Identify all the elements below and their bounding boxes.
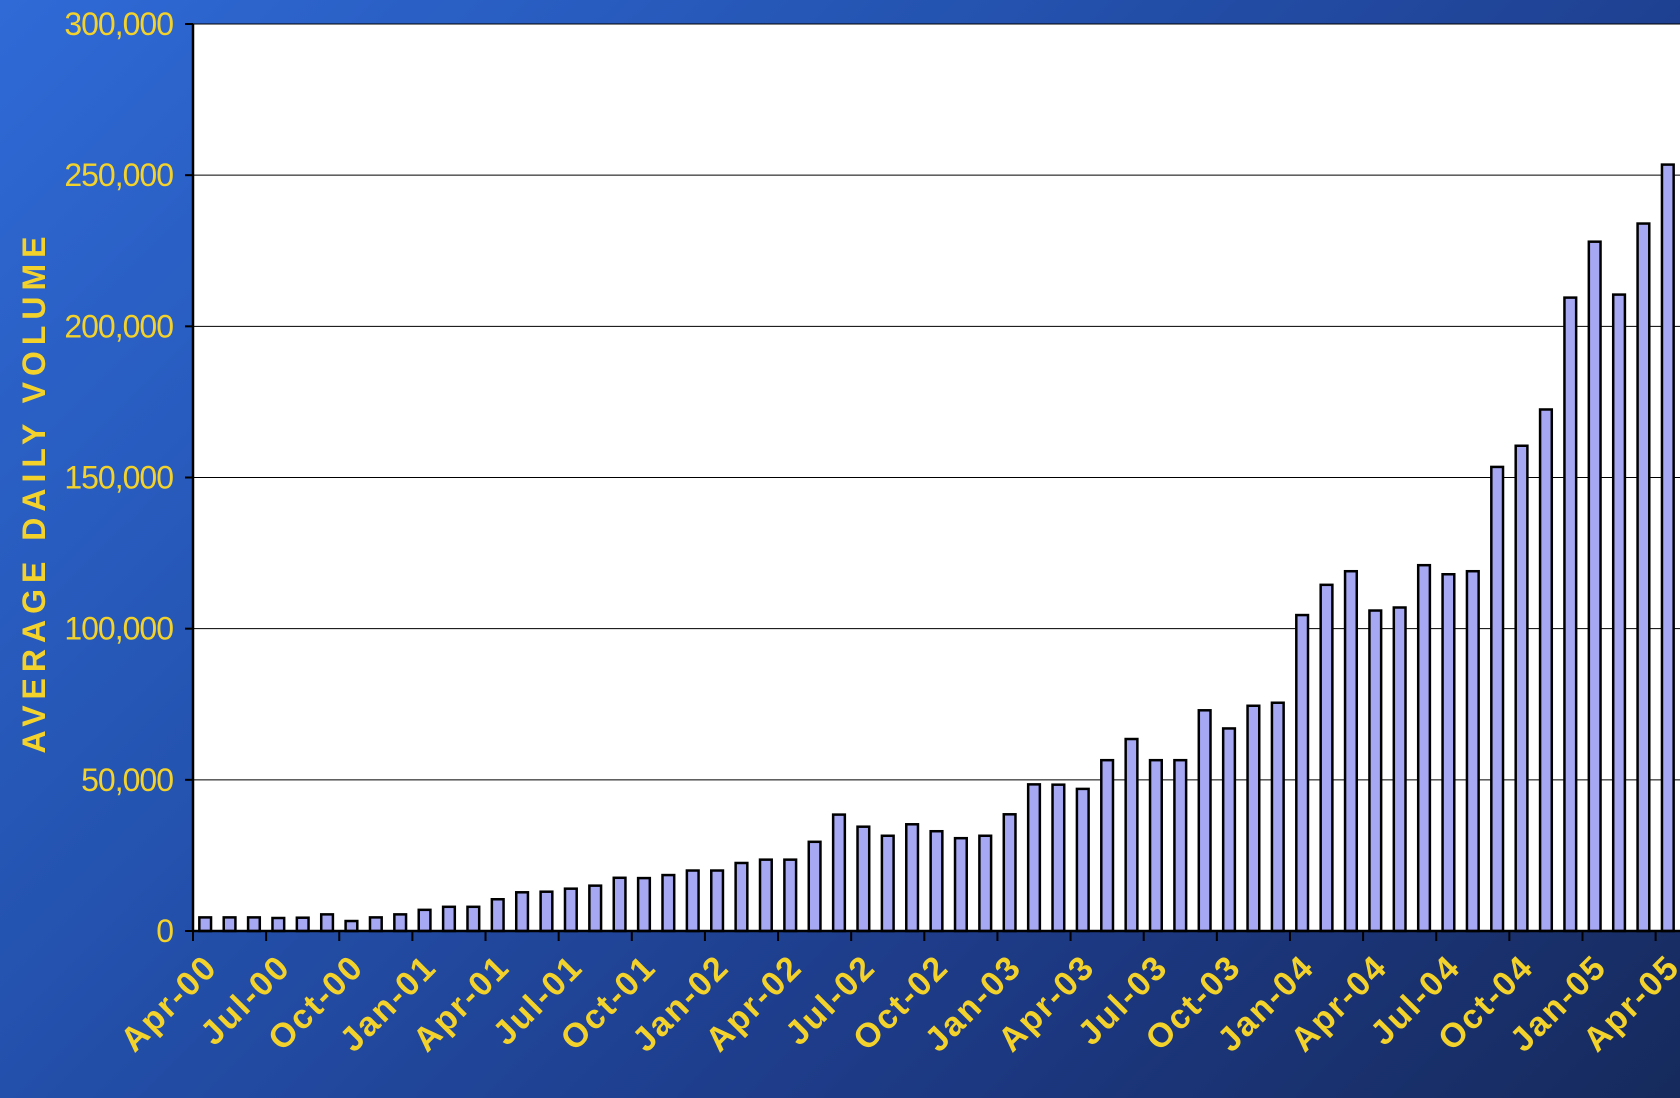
bar-Nov-04 xyxy=(1538,408,1554,933)
bar-Oct-03 xyxy=(1221,727,1237,933)
bar-Jul-04 xyxy=(1441,573,1456,933)
bar-Aug-02 xyxy=(880,834,895,933)
y-tick-labels: 0 50,000 100,000 150,000 200,000 250,000 300,0… xyxy=(64,6,174,949)
bar-May-02 xyxy=(807,840,822,933)
bar-Jul-02 xyxy=(856,825,871,933)
bar-Feb-03 xyxy=(1026,783,1042,933)
x-tick-label: Apr-00 xyxy=(113,948,225,1060)
bar-Nov-03 xyxy=(1246,704,1261,933)
bar-Nov-02 xyxy=(953,836,968,933)
bar-Mar-04 xyxy=(1343,569,1359,933)
bar-Mar-03 xyxy=(1051,783,1066,933)
bar-Apr-01 xyxy=(490,898,505,933)
y-tick-label: 100,000 xyxy=(64,611,173,647)
bar-Jun-03 xyxy=(1124,737,1139,933)
bar-Sep-02 xyxy=(905,823,920,933)
gridlines xyxy=(193,23,1680,781)
y-axis-title: AVERAGE DAILY VOLUME xyxy=(16,230,52,753)
y-tick-label: 150,000 xyxy=(64,460,173,496)
bar-Apr-05 xyxy=(1660,163,1675,933)
bar-Dec-04 xyxy=(1563,296,1578,933)
bar-Mar-01 xyxy=(466,905,481,933)
bar-Aug-01 xyxy=(588,884,603,933)
bar-Nov-01 xyxy=(661,873,676,933)
bar-May-01 xyxy=(514,891,530,933)
bar-Mar-05 xyxy=(1636,222,1651,933)
bar-Oct-04 xyxy=(1514,444,1529,933)
bar-May-00 xyxy=(222,916,237,933)
bar-Aug-03 xyxy=(1173,758,1188,933)
bar-Sep-04 xyxy=(1490,465,1505,933)
bar-Aug-04 xyxy=(1465,569,1480,933)
bar-Jun-01 xyxy=(539,890,554,933)
bar-Feb-01 xyxy=(441,905,457,933)
bar-Jan-01 xyxy=(417,908,432,933)
bar-May-04 xyxy=(1392,606,1407,933)
bar-Jun-02 xyxy=(831,813,847,933)
bar-Apr-00 xyxy=(198,916,213,933)
bar-Feb-04 xyxy=(1319,583,1334,933)
bar-May-03 xyxy=(1100,758,1115,933)
bar-Apr-03 xyxy=(1075,787,1090,933)
bar-Feb-02 xyxy=(734,861,749,933)
bar-Nov-00 xyxy=(368,916,383,933)
bars xyxy=(198,163,1675,933)
bar-Jan-04 xyxy=(1295,613,1310,933)
y-tick-label: 0 xyxy=(156,913,173,949)
bar-Jul-03 xyxy=(1148,758,1163,933)
bar-Oct-01 xyxy=(636,876,652,933)
bar-Sep-01 xyxy=(612,876,627,933)
bar-Mar-02 xyxy=(758,858,773,933)
bar-Apr-02 xyxy=(783,858,798,933)
bar-Aug-00 xyxy=(295,916,310,933)
bar-Dec-03 xyxy=(1270,701,1285,933)
bar-Oct-02 xyxy=(929,829,944,933)
bar-Sep-00 xyxy=(319,913,335,933)
bar-Dec-01 xyxy=(685,869,700,933)
y-tick-label: 200,000 xyxy=(64,308,173,344)
bar-Jan-05 xyxy=(1587,240,1602,933)
bar-Feb-05 xyxy=(1611,293,1627,933)
y-tick-label: 50,000 xyxy=(81,762,173,798)
bar-Jun-00 xyxy=(246,916,262,933)
x-tick-labels: Apr-00Jul-00Oct-00Jan-01Apr-01Jul-01Oct-… xyxy=(113,948,1680,1060)
bar-Dec-00 xyxy=(393,913,408,933)
bar-Jan-03 xyxy=(1002,813,1017,933)
bar-Jun-04 xyxy=(1416,563,1432,933)
axes xyxy=(185,23,1680,941)
bar-Jul-00 xyxy=(271,916,286,933)
bar-Apr-04 xyxy=(1368,609,1383,933)
bar-Jan-02 xyxy=(710,869,725,933)
bar-Dec-02 xyxy=(978,834,993,933)
bar-Oct-00 xyxy=(344,919,359,933)
bar-Sep-03 xyxy=(1197,709,1212,933)
bar-Jul-01 xyxy=(563,887,578,933)
y-tick-label: 300,000 xyxy=(64,6,173,42)
y-tick-label: 250,000 xyxy=(64,157,173,193)
